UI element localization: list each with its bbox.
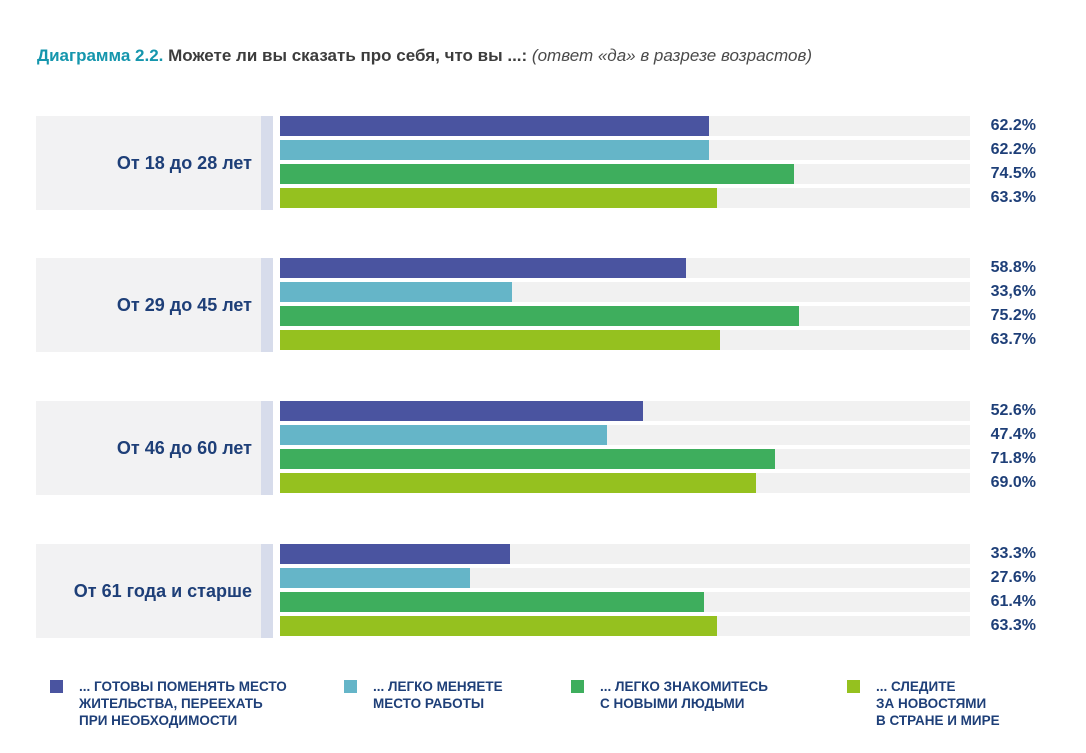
- bar-row: 63.3%: [280, 188, 1040, 208]
- legend-item: ... ЛЕГКО МЕНЯЕТЕ МЕСТО РАБОТЫ: [344, 678, 503, 712]
- legend-swatch: [50, 680, 63, 693]
- legend-swatch: [344, 680, 357, 693]
- data-label: 27.6%: [990, 569, 1036, 586]
- legend-swatch: [847, 680, 860, 693]
- legend-label: ... ЛЕГКО МЕНЯЕТЕ МЕСТО РАБОТЫ: [373, 679, 503, 711]
- chart-legend: ... ГОТОВЫ ПОМЕНЯТЬ МЕСТО ЖИТЕЛЬСТВА, ПЕ…: [50, 678, 1060, 738]
- bar: [280, 306, 799, 326]
- bar-row: 63.3%: [280, 616, 1040, 636]
- bar: [280, 616, 717, 636]
- bar: [280, 282, 512, 302]
- bar-row: 27.6%: [280, 568, 1040, 588]
- bar-row: 74.5%: [280, 164, 1040, 184]
- bar: [280, 188, 717, 208]
- bar-track: [280, 568, 970, 588]
- bar-track: [280, 140, 970, 160]
- group-separator: [261, 401, 273, 495]
- chart-title-main: Можете ли вы сказать про себя, что вы ..…: [168, 46, 528, 65]
- legend-swatch: [571, 680, 584, 693]
- bar-track: [280, 258, 970, 278]
- group-label-background: [36, 544, 261, 638]
- data-label: 69.0%: [990, 474, 1036, 491]
- group-label-background: [36, 401, 261, 495]
- data-label: 74.5%: [990, 165, 1036, 182]
- bar-row: 52.6%: [280, 401, 1040, 421]
- data-label: 63.3%: [990, 189, 1036, 206]
- group-label-background: [36, 116, 261, 210]
- category-label: От 46 до 60 лет: [116, 437, 252, 458]
- bar-row: 62.2%: [280, 140, 1040, 160]
- bar-row: 33,6%: [280, 282, 1040, 302]
- bar-track: [280, 425, 970, 445]
- bar-track: [280, 188, 970, 208]
- bar: [280, 425, 608, 445]
- bar: [280, 258, 686, 278]
- bar-track: [280, 116, 970, 136]
- age-group: От 18 до 28 лет 62.2% 62.2% 74.5% 63.3%: [36, 116, 1040, 210]
- bar-row: 58.8%: [280, 258, 1040, 278]
- age-group: От 61 года и старше 33.3% 27.6% 61.4% 63.3%: [36, 544, 1040, 638]
- group-separator: [261, 544, 273, 638]
- bar-track: [280, 592, 970, 612]
- bar: [280, 116, 710, 136]
- bar: [280, 592, 704, 612]
- bar: [280, 330, 720, 350]
- bar-track: [280, 282, 970, 302]
- legend-item: ... ГОТОВЫ ПОМЕНЯТЬ МЕСТО ЖИТЕЛЬСТВА, ПЕ…: [50, 678, 287, 729]
- bar-row: 63.7%: [280, 330, 1040, 350]
- group-separator: [261, 258, 273, 352]
- bar-row: 61.4%: [280, 592, 1040, 612]
- data-label: 61.4%: [990, 593, 1036, 610]
- bar-track: [280, 473, 970, 493]
- category-label: От 29 до 45 лет: [116, 294, 252, 315]
- bar-track: [280, 449, 970, 469]
- group-label-background: [36, 258, 261, 352]
- data-label: 63.7%: [990, 331, 1036, 348]
- bar-track: [280, 401, 970, 421]
- data-label: 52.6%: [990, 402, 1036, 419]
- data-label: 62.2%: [990, 117, 1036, 134]
- bar-row: 62.2%: [280, 116, 1040, 136]
- category-label: От 18 до 28 лет: [116, 152, 252, 173]
- legend-label: ... ГОТОВЫ ПОМЕНЯТЬ МЕСТО ЖИТЕЛЬСТВА, ПЕ…: [79, 679, 287, 728]
- bar-row: 69.0%: [280, 473, 1040, 493]
- data-label: 62.2%: [990, 141, 1036, 158]
- chart-title-note: (ответ «да» в разрезе возрастов): [531, 46, 813, 65]
- data-label: 58.8%: [990, 259, 1036, 276]
- legend-label: ... ЛЕГКО ЗНАКОМИТЕСЬ С НОВЫМИ ЛЮДЬМИ: [600, 679, 768, 711]
- chart-title: Диаграмма 2.2. Можете ли вы сказать про …: [37, 46, 812, 66]
- bar-track: [280, 544, 970, 564]
- bar-track: [280, 164, 970, 184]
- legend-item: ... ЛЕГКО ЗНАКОМИТЕСЬ С НОВЫМИ ЛЮДЬМИ: [571, 678, 768, 712]
- bar: [280, 568, 471, 588]
- legend-item: ... СЛЕДИТЕ ЗА НОВОСТЯМИ В СТРАНЕ И МИРЕ: [847, 678, 1000, 729]
- bar-row: 47.4%: [280, 425, 1040, 445]
- bar-track: [280, 306, 970, 326]
- bar-row: 75.2%: [280, 306, 1040, 326]
- data-label: 33.3%: [990, 545, 1036, 562]
- bar-row: 71.8%: [280, 449, 1040, 469]
- data-label: 63.3%: [990, 617, 1036, 634]
- data-label: 47.4%: [990, 426, 1036, 443]
- bar: [280, 164, 795, 184]
- age-group: От 46 до 60 лет 52.6% 47.4% 71.8% 69.0%: [36, 401, 1040, 495]
- bar-track: [280, 616, 970, 636]
- age-group: От 29 до 45 лет 58.8% 33,6% 75.2% 63.7%: [36, 258, 1040, 352]
- chart-title-prefix: Диаграмма 2.2.: [37, 46, 164, 65]
- group-separator: [261, 116, 273, 210]
- bar: [280, 473, 757, 493]
- bar-row: 33.3%: [280, 544, 1040, 564]
- bar: [280, 544, 510, 564]
- category-label: От 61 года и старше: [73, 580, 252, 601]
- data-label: 75.2%: [990, 307, 1036, 324]
- data-label: 33,6%: [990, 283, 1036, 300]
- bar: [280, 401, 643, 421]
- bar: [280, 140, 710, 160]
- bar-track: [280, 330, 970, 350]
- data-label: 71.8%: [990, 450, 1036, 467]
- legend-label: ... СЛЕДИТЕ ЗА НОВОСТЯМИ В СТРАНЕ И МИРЕ: [876, 679, 1000, 728]
- bar: [280, 449, 776, 469]
